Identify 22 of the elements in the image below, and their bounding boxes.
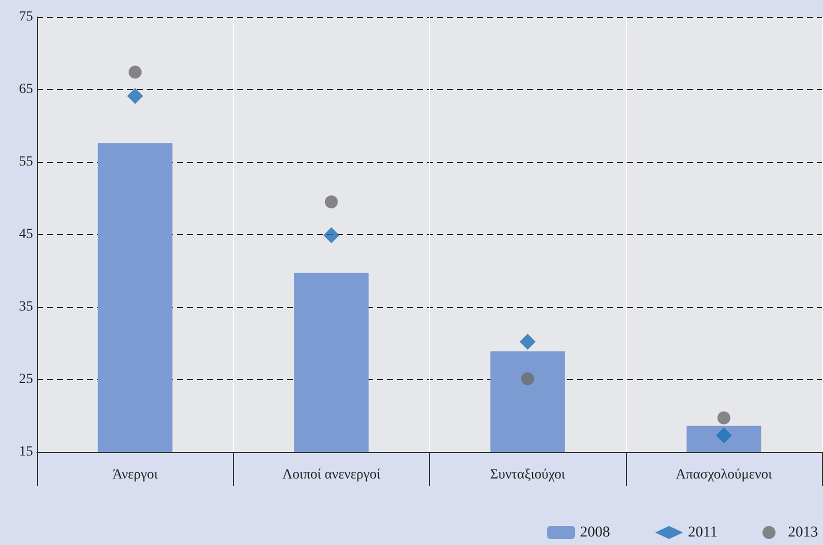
x-tick-label: Συνταξιούχοι xyxy=(490,468,566,482)
legend-label: 2008 xyxy=(580,524,610,540)
x-tick-label: Απασχολούμενοι xyxy=(676,468,772,482)
point xyxy=(520,334,536,350)
point xyxy=(127,88,144,104)
point xyxy=(128,66,142,79)
y-tick-label: 35 xyxy=(19,300,33,314)
y-tick-label: 45 xyxy=(19,227,33,242)
point xyxy=(716,427,732,444)
y-tick-label: 75 xyxy=(19,10,33,24)
point xyxy=(324,195,338,208)
legend-label: 2013 xyxy=(788,524,818,540)
legend-label: 2011 xyxy=(688,524,718,540)
y-tick-label: 55 xyxy=(19,154,33,170)
x-tick-label: Λοιποί ανενεργοί xyxy=(282,468,381,482)
y-tick-label: 25 xyxy=(19,372,33,387)
point xyxy=(323,227,340,244)
point xyxy=(521,372,534,386)
x-tick-label: Άνεργοι xyxy=(112,468,158,482)
y-tick-label: 15 xyxy=(19,444,33,460)
point xyxy=(717,411,730,424)
y-tick-label: 65 xyxy=(19,82,33,97)
